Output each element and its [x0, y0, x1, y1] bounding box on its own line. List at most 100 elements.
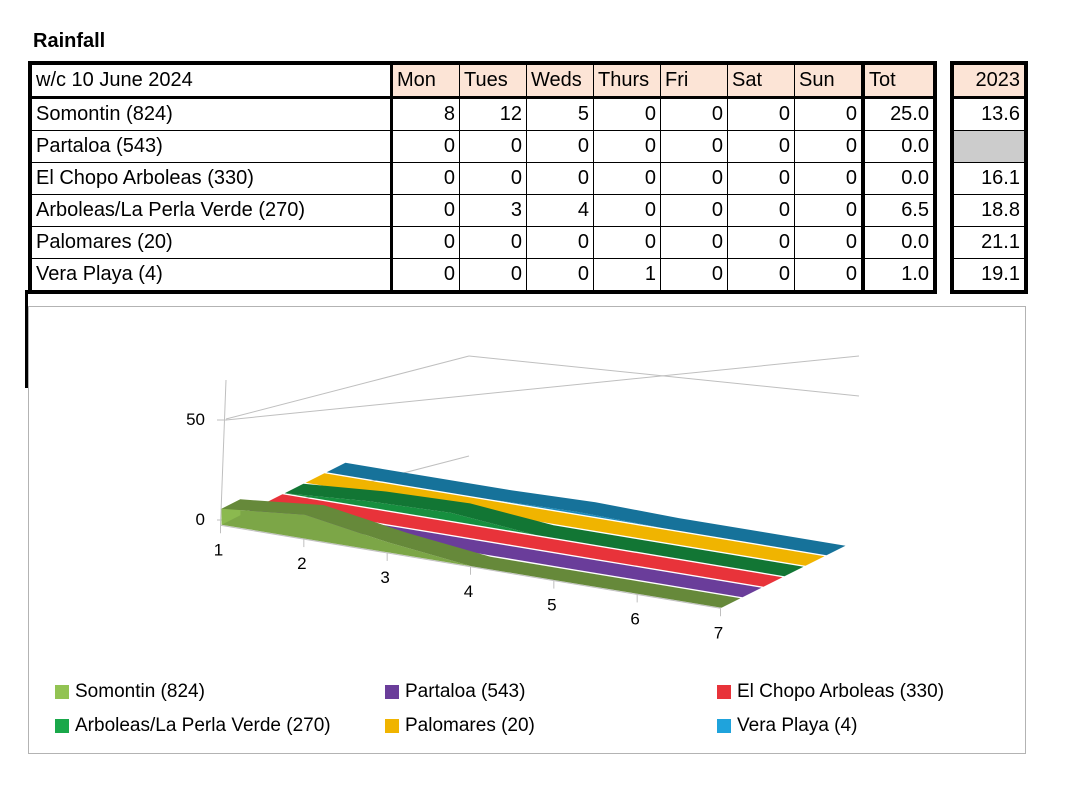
- x-tick-label: 4: [464, 582, 473, 601]
- header-tues: Tues: [459, 62, 527, 99]
- table-row: El Chopo Arboleas (330) 0 0 0 0 0 0 0: [29, 162, 864, 195]
- rainfall-cell: 5: [526, 97, 594, 131]
- table-header-row: w/c 10 June 2024 Mon Tues Weds Thurs Fri…: [29, 62, 864, 99]
- rainfall-cell: 0: [459, 162, 527, 195]
- year-2023-cell: 16.1: [951, 162, 1027, 195]
- total-row: 1.0: [862, 258, 936, 293]
- chart-canvas: 0 50 1 2 3 4 5 6 7: [186, 316, 860, 642]
- legend-label: El Chopo Arboleas (330): [737, 681, 945, 702]
- legend-swatch: [385, 685, 399, 699]
- rainfall-cell: 0: [794, 162, 864, 195]
- x-tick-label: 7: [714, 623, 723, 642]
- total-cell: 6.5: [862, 194, 936, 227]
- rainfall-cell: 0: [794, 97, 864, 131]
- total-row: 0.0: [862, 130, 936, 163]
- total-row: 25.0: [862, 97, 936, 131]
- series-front-face: [326, 472, 827, 556]
- series-ribbon: [284, 483, 804, 577]
- rainfall-cell: 0: [660, 226, 728, 259]
- legend-label: Palomares (20): [405, 715, 535, 736]
- x-tick-label: 1: [214, 540, 223, 559]
- rainfall-cell: 0: [459, 130, 527, 163]
- x-tick-label: 3: [380, 568, 389, 587]
- spacer: [226, 357, 474, 420]
- header-sat: Sat: [727, 62, 795, 99]
- rainfall-cell: 0: [727, 226, 795, 259]
- rainfall-chart: 0 50 1 2 3 4 5 6 7 Somontin (824) Partaloa (543) E…: [28, 306, 1026, 754]
- header-sun: Sun: [794, 62, 864, 99]
- rainfall-cell: 0: [727, 130, 795, 163]
- total-cell: 0.0: [862, 226, 936, 259]
- total-row: 0.0: [862, 162, 936, 195]
- rainfall-cell: 0: [526, 226, 594, 259]
- x-tick-label: 6: [630, 609, 639, 628]
- year-row: 16.1: [951, 162, 1027, 195]
- rainfall-cell: 0: [727, 162, 795, 195]
- year-2023-cell: [951, 130, 1027, 163]
- rainfall-cell: 1: [593, 258, 661, 293]
- station-name: Vera Playa (4): [29, 258, 393, 293]
- rainfall-cell: 0: [391, 226, 460, 259]
- y-tick-label: 50: [186, 410, 205, 429]
- rainfall-cell: 0: [459, 258, 527, 293]
- legend-label: Partaloa (543): [405, 681, 526, 702]
- rainfall-cell: 0: [526, 130, 594, 163]
- rainfall-cell: 0: [526, 162, 594, 195]
- x-tick-label: 5: [547, 596, 556, 615]
- rainfall-cell: 12: [459, 97, 527, 131]
- legend-swatch: [55, 685, 69, 699]
- series-ribbon: [326, 462, 846, 556]
- legend-item: Somontin (824): [55, 679, 205, 705]
- rainfall-cell: 0: [660, 258, 728, 293]
- legend-item: El Chopo Arboleas (330): [717, 679, 944, 705]
- year-row: 13.6: [951, 97, 1027, 131]
- rainfall-cell: 0: [593, 162, 661, 195]
- year-2023-cell: 13.6: [951, 97, 1027, 131]
- year-2023-cell: 19.1: [951, 258, 1027, 293]
- rainfall-cell: 0: [727, 194, 795, 227]
- rainfall-cell: 0: [391, 130, 460, 163]
- table-row: Somontin (824) 8 12 5 0 0 0 0: [29, 97, 864, 131]
- spacer: [234, 316, 452, 349]
- rainfall-cell: 0: [660, 130, 728, 163]
- week-label: w/c 10 June 2024: [29, 62, 393, 99]
- rainfall-cell: 0: [391, 194, 460, 227]
- rainfall-cell: 0: [593, 97, 661, 131]
- legend-item: Palomares (20): [385, 713, 535, 739]
- table-row: Partaloa (543) 0 0 0 0 0 0 0: [29, 130, 864, 163]
- table-row: Palomares (20) 0 0 0 0 0 0 0: [29, 226, 864, 259]
- rainfall-cell: 4: [526, 194, 594, 227]
- rainfall-cell: 3: [459, 194, 527, 227]
- legend-item: Partaloa (543): [385, 679, 525, 705]
- rainfall-cell: 0: [593, 130, 661, 163]
- station-name: Partaloa (543): [29, 130, 393, 163]
- total-cell: 0.0: [862, 162, 936, 195]
- total-cell: 25.0: [862, 97, 936, 131]
- header-weds: Weds: [526, 62, 594, 99]
- year-row: [951, 130, 1027, 163]
- legend-label: Somontin (824): [75, 681, 205, 702]
- legend-swatch: [717, 685, 731, 699]
- total-table: Tot 25.0 0.0 0.0 6.5 0.0 1.0: [861, 61, 937, 294]
- rainfall-cell: 0: [660, 162, 728, 195]
- year-2023-cell: 18.8: [951, 194, 1027, 227]
- rainfall-cell: 0: [727, 97, 795, 131]
- rainfall-cell: 0: [727, 258, 795, 293]
- rainfall-table: w/c 10 June 2024 Mon Tues Weds Thurs Fri…: [28, 61, 865, 294]
- year-2023-cell: 21.1: [951, 226, 1027, 259]
- station-name: Somontin (824): [29, 97, 393, 131]
- header-tot: Tot: [862, 62, 936, 99]
- rainfall-cell: 0: [526, 258, 594, 293]
- station-name: El Chopo Arboleas (330): [29, 162, 393, 195]
- gridline-50-left: [225, 355, 470, 420]
- year-row: 19.1: [951, 258, 1027, 293]
- table-row: Vera Playa (4) 0 0 0 1 0 0 0: [29, 258, 864, 293]
- year-2023-table: 2023 13.6 16.1 18.8 21.1 19.1: [950, 61, 1028, 294]
- header-mon: Mon: [391, 62, 460, 99]
- rainfall-cell: 0: [593, 194, 661, 227]
- rainfall-cell: 0: [794, 226, 864, 259]
- rainfall-cell: 0: [794, 194, 864, 227]
- legend-label: Vera Playa (4): [737, 715, 858, 736]
- rainfall-cell: 0: [459, 226, 527, 259]
- total-header-row: Tot: [862, 62, 936, 99]
